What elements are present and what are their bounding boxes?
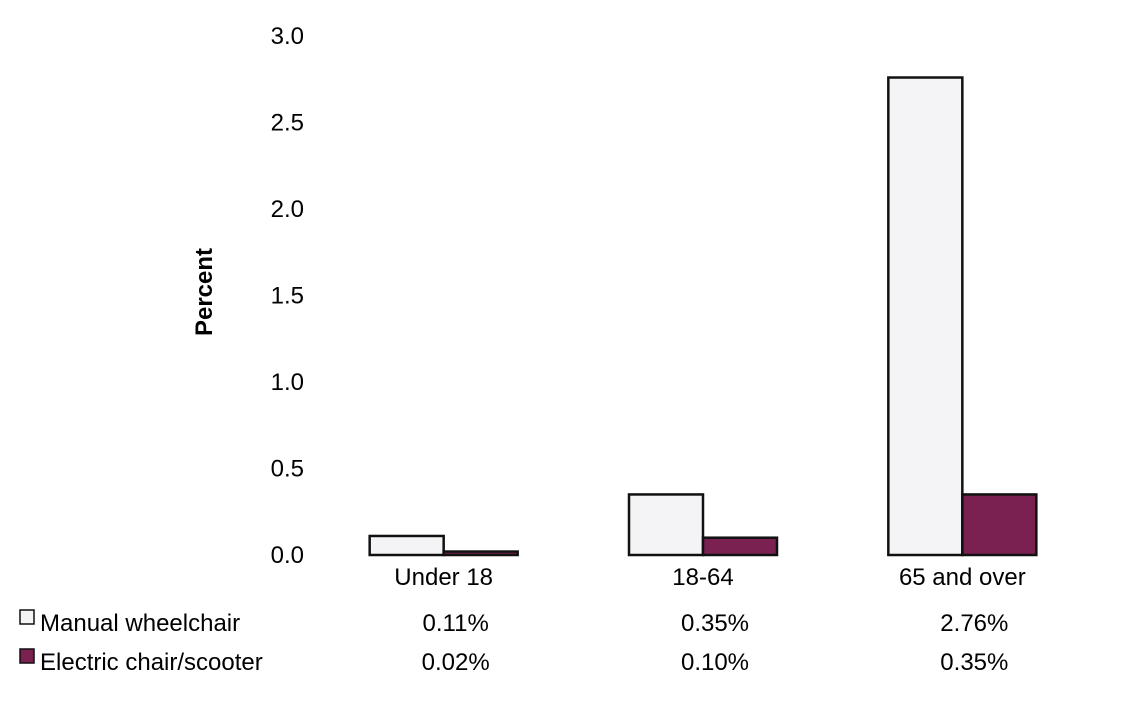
- x-tick-label: 18-64: [672, 564, 733, 591]
- x-axis-ticks: Under 18 18-64 65 and over: [394, 564, 1025, 591]
- data-table-cell: 0.35%: [940, 649, 1008, 676]
- data-table-cell: 2.76%: [940, 610, 1008, 637]
- bar-manual-wheelchair: [887, 76, 964, 557]
- bar-electric-chair-scooter: [961, 493, 1038, 557]
- bar-electric-chair-scooter: [701, 536, 779, 557]
- y-tick-label: 0.0: [271, 542, 304, 569]
- bar-electric-chair-scooter: [442, 550, 519, 557]
- bar-manual-wheelchair: [627, 493, 705, 557]
- data-table-cell: 0.35%: [681, 610, 749, 637]
- y-axis-label: Percent: [191, 248, 218, 336]
- legend-label: Manual wheelchair: [40, 610, 240, 637]
- data-table: Manual wheelchair 0.11% 0.35% 2.76% Electric…: [19, 609, 1008, 676]
- legend-swatch: [19, 648, 35, 664]
- y-tick-label: 0.5: [271, 456, 304, 483]
- x-tick-label: 65 and over: [899, 564, 1026, 591]
- y-tick-label: 3.0: [271, 23, 304, 50]
- y-tick-label: 1.0: [271, 369, 304, 396]
- data-table-cell: 0.11%: [423, 610, 489, 637]
- plot-area: [368, 76, 1038, 557]
- x-tick-label: Under 18: [394, 564, 493, 591]
- legend-label: Electric chair/scooter: [40, 649, 263, 676]
- legend-swatch: [19, 609, 35, 625]
- bar-manual-wheelchair: [368, 534, 445, 557]
- y-tick-label: 2.0: [271, 196, 304, 223]
- y-axis-ticks: 0.0 0.5 1.0 1.5 2.0 2.5 3.0: [271, 23, 304, 569]
- data-table-cell: 0.10%: [681, 649, 749, 676]
- data-table-cell: 0.02%: [422, 649, 490, 676]
- y-tick-label: 1.5: [271, 283, 304, 310]
- y-tick-label: 2.5: [271, 110, 304, 137]
